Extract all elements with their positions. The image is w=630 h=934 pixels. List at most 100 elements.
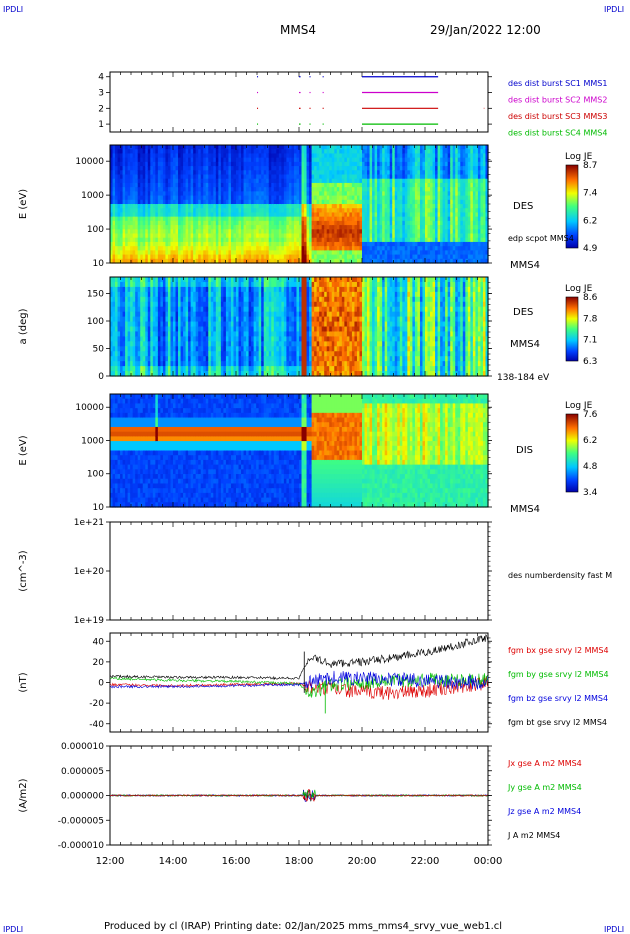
spectrogram-cell: [422, 157, 426, 163]
spectrogram-cell: [293, 170, 298, 176]
spectrogram-cell: [356, 254, 361, 260]
spectrogram-cell: [462, 212, 466, 218]
spectrogram-cell: [477, 246, 482, 251]
spectrogram-cell: [326, 216, 330, 222]
spectrogram-cell: [288, 216, 293, 222]
spectrogram-cell: [374, 170, 378, 176]
spectrogram-cell: [276, 170, 280, 176]
spectrogram-cell: [399, 250, 403, 256]
spectrogram-cell: [241, 246, 245, 251]
spectrogram-cell: [228, 246, 232, 251]
spectrogram-cell: [170, 254, 174, 260]
spectrogram-cell: [329, 153, 333, 159]
spectrogram-cell: [440, 195, 444, 201]
spectrogram-cell: [175, 191, 179, 197]
spectrogram-cell: [336, 174, 340, 180]
spectrogram-cell: [369, 250, 373, 256]
spectrogram-cell: [273, 254, 277, 260]
spectrogram-cell: [150, 204, 154, 209]
spectrogram-cell: [218, 233, 222, 239]
spectrogram-cell: [288, 212, 293, 218]
spectrogram-cell: [374, 229, 378, 235]
spectrogram-cell: [140, 199, 144, 205]
spectrogram-cell: [188, 220, 192, 226]
spectrogram-cell: [432, 149, 436, 155]
spectrogram-cell: [392, 212, 396, 218]
spectrogram-cell: [286, 208, 290, 214]
spectrogram-cell: [409, 254, 413, 260]
spectrogram-cell: [162, 216, 167, 222]
spectrogram-cell: [314, 157, 318, 163]
spectrogram-cell: [218, 250, 222, 256]
spectrogram-cell: [372, 161, 376, 167]
spectrogram-cell: [319, 195, 323, 201]
spectrogram-cell: [316, 225, 320, 230]
spectrogram-cell: [364, 241, 368, 247]
spectrogram-cell: [299, 212, 303, 218]
spectrogram-cell: [462, 166, 466, 171]
spectrogram-cell: [379, 178, 383, 184]
spectrogram-cell: [127, 153, 131, 159]
spectrogram-cell: [291, 166, 295, 171]
spectrogram-cell: [311, 161, 315, 167]
spectrogram-cell: [253, 212, 257, 218]
spectrogram-cell: [200, 161, 204, 167]
spectrogram-cell: [372, 178, 376, 184]
spectrogram-cell: [384, 149, 388, 155]
spectrogram-cell: [457, 153, 461, 159]
spectrogram-cell: [157, 216, 161, 222]
spectrogram-cell: [432, 258, 436, 264]
spectrogram-cell: [218, 157, 222, 163]
spectrogram-cell: [160, 166, 164, 171]
spectrogram-cell: [223, 187, 227, 192]
spectrogram-cell: [299, 233, 303, 239]
spectrogram-cell: [183, 212, 187, 218]
spectrogram-cell: [326, 161, 330, 167]
spectrogram-cell: [132, 216, 136, 222]
spectrogram-cell: [331, 241, 335, 247]
spectrogram-cell: [299, 216, 303, 222]
spectrogram-cell: [238, 220, 242, 226]
spectrogram-cell: [344, 145, 348, 150]
spectrogram-cell: [326, 233, 330, 239]
spectrogram-cell: [379, 258, 383, 264]
spectrogram-cell: [399, 246, 403, 251]
spectrogram-cell: [356, 145, 361, 150]
spectrogram-cell: [412, 170, 416, 176]
spectrogram-cell: [263, 157, 267, 163]
spectrogram-cell: [230, 204, 235, 209]
spectrogram-cell: [301, 250, 305, 256]
spectrogram-cell: [210, 212, 214, 218]
spectrogram-cell: [324, 161, 328, 167]
spectrogram-cell: [157, 161, 161, 167]
spectrogram-cell: [253, 254, 257, 260]
spectrogram-cell: [379, 170, 383, 176]
spectrogram-cell: [253, 225, 257, 230]
spectrogram-cell: [210, 250, 214, 256]
spectrogram-cell: [256, 145, 260, 150]
spectrogram-cell: [324, 195, 328, 201]
spectrogram-cell: [155, 258, 159, 264]
spectrogram-cell: [460, 216, 464, 222]
spectrogram-cell: [369, 212, 373, 218]
spectrogram-cell: [223, 225, 227, 230]
spectrogram-cell: [178, 149, 182, 155]
spectrogram-cell: [115, 166, 119, 171]
spectrogram-cell: [145, 195, 149, 201]
spectrogram-cell: [435, 233, 439, 239]
spectrogram-cell: [475, 170, 479, 176]
spectrogram-cell: [263, 187, 267, 192]
spectrogram-cell: [200, 145, 204, 150]
spectrogram-cell: [258, 204, 262, 209]
spectrogram-cell: [261, 233, 265, 239]
spectrogram-cell: [288, 204, 293, 209]
spectrogram-cell: [432, 208, 436, 214]
spectrogram-cell: [364, 250, 368, 256]
spectrogram-cell: [306, 250, 310, 256]
spectrogram-cell: [152, 191, 156, 197]
spectrogram-cell: [256, 195, 260, 201]
spectrogram-cell: [346, 204, 350, 209]
spectrogram-cell: [412, 229, 416, 235]
spectrogram-cell: [162, 145, 167, 150]
spectrogram-cell: [283, 149, 287, 155]
